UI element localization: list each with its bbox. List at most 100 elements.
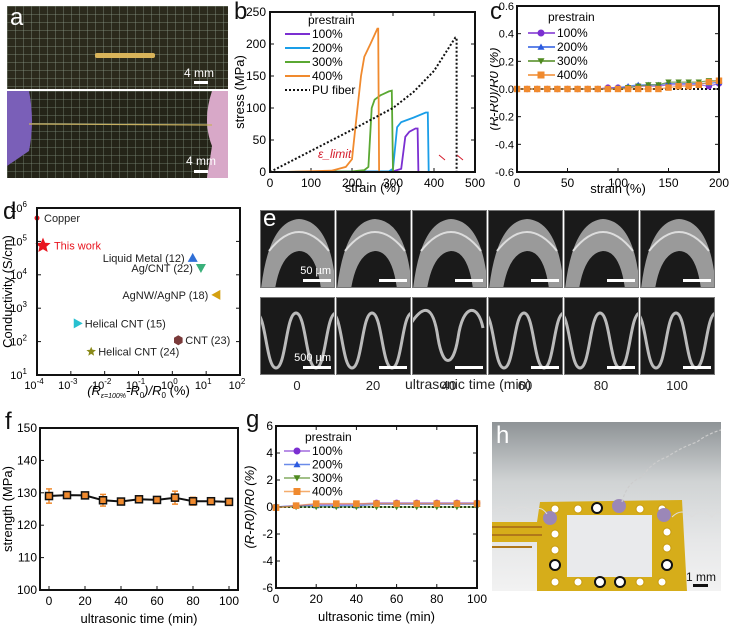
x-tick-label: 50 <box>561 176 575 190</box>
pcb-window <box>567 515 652 577</box>
data-point <box>584 85 591 93</box>
sem-image-bottom-20min <box>336 297 411 375</box>
scale-bar <box>683 279 711 282</box>
e-xlabel: ultrasonic time (min) <box>405 376 532 392</box>
x-tick-label: 0 <box>267 176 274 190</box>
data-point <box>312 500 320 507</box>
data-point <box>614 85 622 93</box>
data-point <box>393 500 400 507</box>
sem-image-bottom-60min <box>488 297 563 375</box>
scale-bar <box>607 366 635 369</box>
y-tick-label: 0.0 <box>499 84 514 96</box>
time-label: 40 <box>441 378 457 393</box>
y-axis-label: stress (MPa) <box>232 55 247 129</box>
data-point <box>224 497 234 507</box>
x-axis-label: strain (%) <box>590 181 646 196</box>
data-point <box>624 85 632 93</box>
scale-bar <box>303 366 331 369</box>
scale-bar <box>303 279 331 282</box>
data-point <box>413 500 420 507</box>
data-point <box>80 491 90 500</box>
x-tick-label: 100 <box>608 176 628 190</box>
data-point <box>574 85 581 93</box>
x-tick-label: 0 <box>514 176 521 190</box>
scale-text-h: 1 mm <box>686 570 716 584</box>
time-label: 80 <box>593 378 609 393</box>
scale-bar-a-bottom <box>194 170 208 173</box>
scale-bar-a-top <box>194 81 208 84</box>
sem-image-top-40min <box>412 210 487 288</box>
chart-conductivity-comparison: 10-4 10-3 10-2 10-1 100 101 102101102103104105… <box>0 200 246 400</box>
data-point <box>433 500 441 507</box>
scale-bar-h <box>693 584 708 587</box>
sem-image-top-0min: 50 µm <box>260 210 335 288</box>
legend-marker <box>537 29 545 37</box>
legend-title: prestrain <box>308 13 355 27</box>
panel-label-h: h <box>496 422 510 449</box>
glove-right <box>207 91 228 178</box>
data-point <box>116 497 126 506</box>
panel-label-f: f <box>5 408 12 435</box>
legend-label: 200% <box>557 40 588 54</box>
data-point <box>685 79 692 86</box>
y-tick-label: 0.6 <box>499 1 514 13</box>
y-tick-label: 250 <box>246 5 266 19</box>
data-point <box>523 85 531 93</box>
x-tick-label: 40 <box>350 592 364 606</box>
data-point <box>705 78 713 86</box>
data-point <box>655 85 662 93</box>
legend-label: 300% <box>557 54 588 68</box>
y-tick-label: 50 <box>253 133 267 147</box>
data-point <box>645 85 652 93</box>
data-point <box>98 496 108 505</box>
series-line-300 <box>269 89 394 173</box>
chart-resistance-strain: 0 50 100 150 200 -0.6 -0.4 -0.2 0.0 0.2 0.4 0.6 pres… <box>490 1 729 196</box>
x-tick-label: 100 <box>219 594 239 608</box>
data-point <box>645 82 652 89</box>
glove-left <box>7 91 32 166</box>
data-point <box>594 85 601 93</box>
y-tick-label: 0.2 <box>499 56 514 68</box>
scale-bar <box>531 279 559 282</box>
sem-image-bottom-80min <box>564 297 639 375</box>
sem-image-top-100min <box>640 210 715 288</box>
x-tick-label: 0 <box>46 594 53 608</box>
data-point <box>604 85 612 93</box>
time-label: 20 <box>365 378 381 393</box>
panel-label-e: e <box>263 205 277 232</box>
data-point <box>453 500 461 507</box>
legend-title: prestrain <box>305 430 352 444</box>
data-point <box>685 83 692 90</box>
y-tick-label: 130 <box>17 486 37 500</box>
chart-resistance-time: 0 20 40 60 80 100 -6 -4 -2 0 2 4 6 prestrain100%200%3… <box>242 419 487 624</box>
device-photo <box>492 422 721 591</box>
sem-image-bottom-0min: 500 µm <box>260 297 335 375</box>
sem-image-top-80min <box>564 210 639 288</box>
scatter-point <box>195 263 206 273</box>
legend-marker <box>293 488 301 495</box>
x-tick-label: 20 <box>78 594 92 608</box>
data-point <box>62 490 72 500</box>
scale-text: 50 µm <box>300 265 331 277</box>
x-tick-label: 100 <box>467 592 487 606</box>
point-label: Liquid Metal (12) <box>103 253 185 265</box>
legend-label: 300% <box>312 471 343 485</box>
x-tick-label: 400 <box>424 176 444 190</box>
data-point <box>534 85 541 93</box>
time-label: 100 <box>666 378 688 393</box>
scatter-point <box>174 335 183 346</box>
data-point <box>292 502 300 509</box>
panel-label-c: c <box>490 0 502 25</box>
scale-bar <box>531 366 559 369</box>
legend-label: 400% <box>312 485 343 499</box>
series-line-pufiber <box>269 36 458 173</box>
plot-frame <box>36 207 241 376</box>
y-tick-label: -0.6 <box>495 167 514 179</box>
y-tick-label: 100 <box>246 101 266 115</box>
legend-label: 100% <box>312 444 343 458</box>
plot-frame <box>516 5 720 173</box>
data-point <box>170 493 180 502</box>
plot-frame <box>275 425 478 589</box>
series-line-100 <box>269 127 420 173</box>
x-tick-label: 102 <box>229 377 246 392</box>
